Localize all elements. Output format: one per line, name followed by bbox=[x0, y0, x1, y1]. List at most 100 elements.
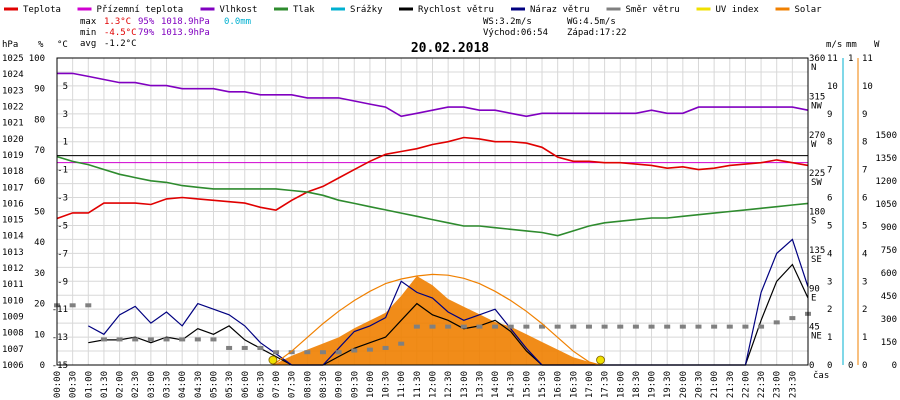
uv-tick-label: 9 bbox=[862, 110, 867, 120]
stat-value: -4.5°C bbox=[104, 28, 137, 38]
wind-direction-point bbox=[366, 347, 373, 352]
legend-label: Směr větru bbox=[626, 5, 680, 15]
x-tick-label: 00:30 bbox=[69, 371, 79, 398]
x-tick-label: 14:30 bbox=[507, 371, 517, 398]
wind-direction-point bbox=[476, 324, 483, 329]
uv-tick-label: 3 bbox=[862, 277, 867, 287]
x-tick-label: 10:00 bbox=[366, 371, 376, 398]
stat-label: min bbox=[80, 28, 96, 38]
x-tick-label: 23:30 bbox=[788, 371, 798, 398]
humidity-axis-unit: % bbox=[38, 40, 44, 50]
x-tick-label: 23:00 bbox=[773, 371, 783, 398]
x-tick-label: 13:00 bbox=[460, 371, 470, 398]
x-tick-label: 21:30 bbox=[726, 371, 736, 398]
wind-direction-point bbox=[523, 324, 530, 329]
direction-compass-label: N bbox=[811, 63, 816, 73]
x-tick-label: 16:00 bbox=[554, 371, 564, 398]
x-tick-label: 21:00 bbox=[710, 371, 720, 398]
solar-tick-label: 0 bbox=[892, 361, 897, 371]
legend-label: Tlak bbox=[293, 5, 315, 15]
wind-gust-info: WG:4.5m/s bbox=[567, 17, 616, 27]
wind-direction-point bbox=[664, 324, 671, 329]
legend: Teplota Přízemní teplota Vlhkost Tlak Srážky… bbox=[4, 5, 822, 15]
x-tick-label: 15:30 bbox=[538, 371, 548, 398]
x-tick-label: 17:00 bbox=[585, 371, 595, 398]
direction-compass-label: S bbox=[811, 217, 816, 227]
x-tick-label: 19:30 bbox=[663, 371, 673, 398]
x-tick-label: 02:00 bbox=[116, 371, 126, 398]
stat-value: 0.0mm bbox=[224, 17, 251, 27]
direction-tick-label: 180 bbox=[809, 208, 825, 218]
uv-tick-label: 10 bbox=[862, 82, 873, 92]
direction-compass-label: W bbox=[811, 140, 817, 150]
solar-tick-label: 1500 bbox=[875, 131, 897, 141]
hpa-tick-label: 1007 bbox=[2, 345, 24, 355]
wind-direction-point bbox=[335, 350, 342, 355]
x-tick-label: 11:00 bbox=[397, 371, 407, 398]
wind-speed-tick-label: 11 bbox=[827, 54, 838, 64]
x-tick-label: 05:30 bbox=[225, 371, 235, 398]
wind-speed-tick-label: 5 bbox=[827, 221, 832, 231]
x-tick-label: 07:00 bbox=[272, 371, 282, 398]
direction-tick-label: 135 bbox=[809, 246, 825, 256]
x-tick-label: 18:30 bbox=[632, 371, 642, 398]
legend-label: Vlhkost bbox=[220, 5, 258, 15]
wind-speed-info: WS:3.2m/s bbox=[483, 17, 532, 27]
x-tick-label: 12:00 bbox=[429, 371, 439, 398]
wind-speed-axis-unit: m/s bbox=[826, 40, 842, 50]
humidity-line bbox=[57, 72, 809, 118]
x-tick-label: 19:00 bbox=[648, 371, 658, 398]
uv-tick-label: 7 bbox=[862, 166, 867, 176]
axes-layer: 1025102410231022102110201019101810171016… bbox=[2, 40, 897, 398]
wind-direction-point bbox=[789, 316, 796, 321]
wind-direction-point bbox=[554, 324, 561, 329]
hpa-tick-label: 1024 bbox=[2, 70, 24, 80]
wind-direction-point bbox=[257, 345, 264, 350]
direction-tick-label: 270 bbox=[809, 131, 825, 141]
wind-direction-point bbox=[632, 324, 639, 329]
wind-speed-tick-label: 6 bbox=[827, 194, 832, 204]
humidity-tick-label: 50 bbox=[34, 208, 45, 218]
temperature-tick-label: 5 bbox=[63, 82, 68, 92]
hpa-tick-label: 1019 bbox=[2, 151, 24, 161]
wind-direction-point bbox=[163, 337, 170, 342]
solar-area bbox=[272, 276, 600, 365]
humidity-tick-label: 90 bbox=[34, 85, 45, 95]
uv-tick-label: 6 bbox=[862, 194, 867, 204]
wind-direction-point bbox=[100, 337, 107, 342]
solar-tick-label: 750 bbox=[881, 246, 897, 256]
chart-title: 20.02.2018 bbox=[411, 41, 489, 56]
uv-tick-label: 5 bbox=[862, 221, 867, 231]
wind-direction-point bbox=[210, 337, 217, 342]
humidity-tick-label: 0 bbox=[40, 361, 45, 371]
humidity-tick-label: 80 bbox=[34, 115, 45, 125]
stat-value: 1018.9hPa bbox=[161, 17, 210, 27]
temperature-tick-label: -15 bbox=[52, 361, 68, 371]
sunset-marker bbox=[596, 355, 605, 365]
solar-tick-label: 150 bbox=[881, 338, 897, 348]
x-tick-label: 03:00 bbox=[147, 371, 157, 398]
wind-direction-point bbox=[288, 350, 295, 355]
wind-direction-point bbox=[132, 337, 139, 342]
hpa-tick-label: 1009 bbox=[2, 313, 24, 323]
legend-label: Srážky bbox=[350, 5, 383, 15]
x-tick-label: 22:00 bbox=[741, 371, 751, 398]
x-tick-label: 08:00 bbox=[303, 371, 313, 398]
wind-direction-point bbox=[648, 324, 655, 329]
hpa-axis-unit: hPa bbox=[2, 40, 18, 50]
hpa-tick-label: 1013 bbox=[2, 248, 24, 258]
solar-tick-label: 450 bbox=[881, 292, 897, 302]
direction-compass-label: SW bbox=[811, 178, 822, 188]
wind-speed-tick-label: 7 bbox=[827, 166, 832, 176]
solar-fill-layer bbox=[272, 276, 600, 365]
wind-direction-point bbox=[758, 324, 765, 329]
temperature-axis-unit: °C bbox=[57, 40, 68, 50]
wind-speed-tick-label: 2 bbox=[827, 305, 832, 315]
stat-value: 1.3°C bbox=[104, 17, 131, 27]
humidity-tick-label: 100 bbox=[29, 54, 45, 64]
humidity-tick-label: 20 bbox=[34, 300, 45, 310]
wind-direction-point bbox=[273, 350, 280, 355]
legend-label: UV index bbox=[716, 5, 760, 15]
x-tick-label: 18:00 bbox=[616, 371, 626, 398]
